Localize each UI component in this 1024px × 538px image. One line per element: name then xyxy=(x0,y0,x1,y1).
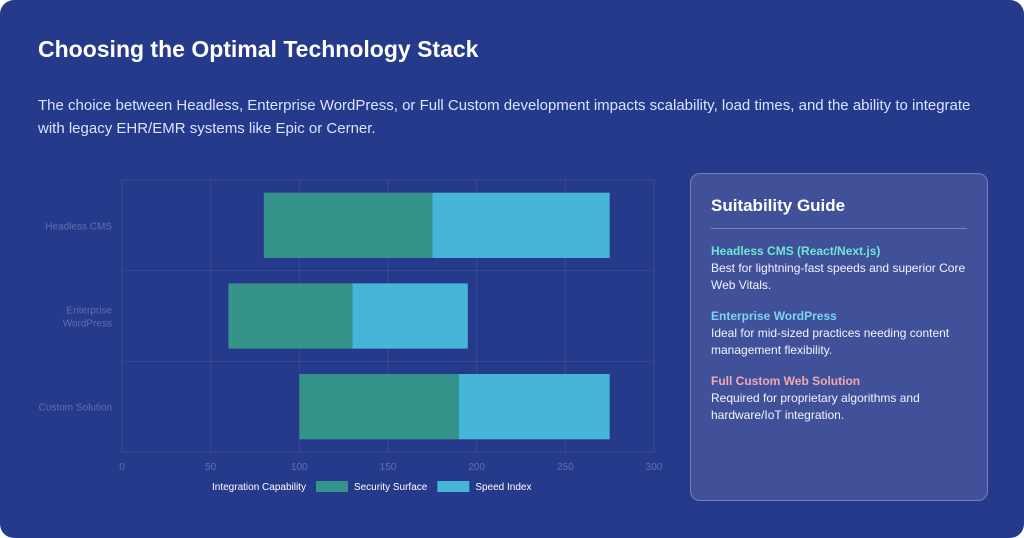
legend-label: Security Surface xyxy=(354,482,428,493)
stacked-bar-chart: 0 50 100 150 200 250 300 Headless CMS Enterprise… xyxy=(39,179,663,493)
guide-item-name: Full Custom Web Solution xyxy=(711,374,861,388)
guide-item-headless: Headless CMS (React/Next.js) Best for li… xyxy=(711,243,967,294)
bar-segment xyxy=(228,283,353,349)
bar-segment xyxy=(458,374,610,440)
bar-segment xyxy=(432,192,610,258)
x-tick-label: 200 xyxy=(468,462,485,473)
legend-swatch xyxy=(315,481,348,492)
y-category-label: Headless CMS xyxy=(45,221,112,232)
x-tick-label: 0 xyxy=(119,462,125,473)
x-tick-label: 50 xyxy=(205,462,217,473)
guide-item-custom: Full Custom Web Solution Required for pr… xyxy=(711,373,967,424)
page-title: Choosing the Optimal Technology Stack xyxy=(38,36,479,62)
legend-swatch xyxy=(437,481,470,492)
x-tick-label: 100 xyxy=(291,462,308,473)
guide-item-text: Required for proprietary algorithms and … xyxy=(711,391,920,422)
y-category-label: Custom Solution xyxy=(39,403,112,414)
y-category-label: Enterprise xyxy=(66,306,112,317)
legend-label: Speed Index xyxy=(475,482,531,493)
bar-segment xyxy=(263,192,433,258)
guide-item-name: Enterprise WordPress xyxy=(711,309,837,323)
x-tick-label: 250 xyxy=(557,462,574,473)
bar-segment xyxy=(299,374,459,440)
x-tick-label: 300 xyxy=(646,462,663,473)
suitability-guide: Suitability Guide Headless CMS (React/Ne… xyxy=(690,173,988,501)
bar-segment xyxy=(352,283,468,349)
x-tick-label: 150 xyxy=(380,462,397,473)
guide-item-text: Ideal for mid-sized practices needing co… xyxy=(711,326,950,357)
legend-label: Integration Capability xyxy=(212,482,306,493)
guide-item-name: Headless CMS (React/Next.js) xyxy=(711,244,881,258)
guide-item-wordpress: Enterprise WordPress Ideal for mid-sized… xyxy=(711,308,967,359)
guide-title: Suitability Guide xyxy=(711,196,967,229)
y-category-label: WordPress xyxy=(63,319,112,330)
guide-item-text: Best for lightning-fast speeds and super… xyxy=(711,261,966,292)
page-description: The choice between Headless, Enterprise … xyxy=(38,97,971,137)
